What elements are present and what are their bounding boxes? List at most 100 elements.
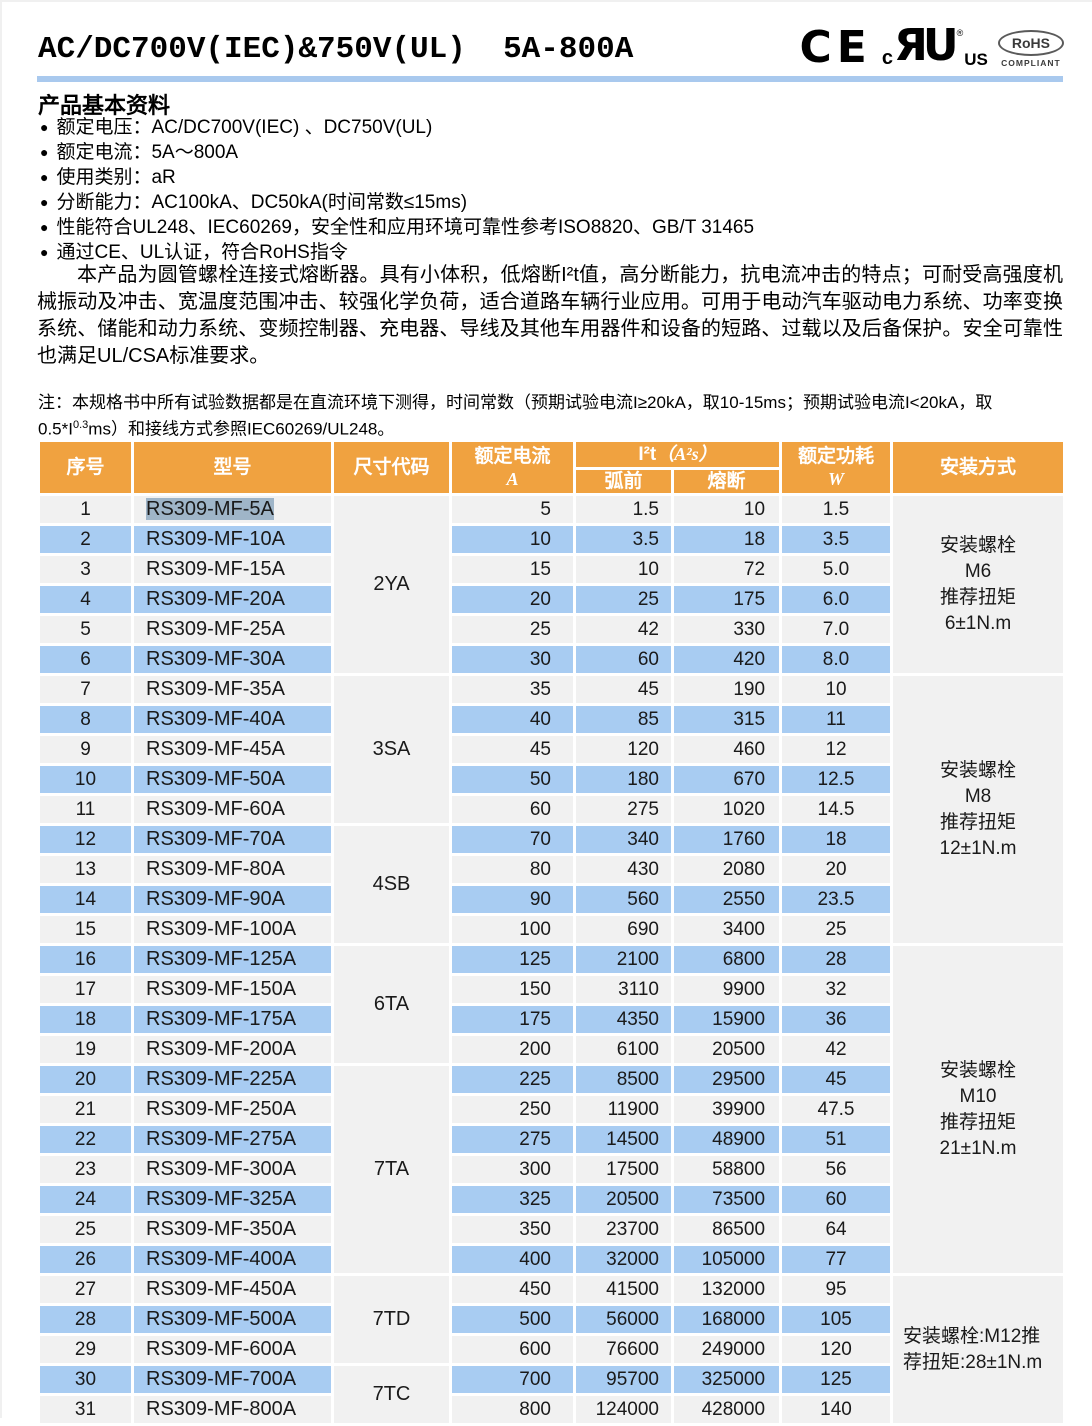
cell-model: RS309-MF-40A <box>131 703 334 736</box>
cell-prearc-i2t: 6100 <box>573 1033 674 1066</box>
cell-model: RS309-MF-200A <box>131 1033 334 1066</box>
cell-no: 22 <box>37 1123 134 1156</box>
cell-model: RS309-MF-15A <box>131 553 334 586</box>
cell-rated-current: 450 <box>449 1273 576 1306</box>
cell-size-code: 2YA <box>331 493 452 676</box>
cell-no: 26 <box>37 1243 134 1276</box>
cell-melt-i2t: 105000 <box>670 1243 783 1276</box>
table-row: 2 RS309-MF-10A 10 3.5 18 3.5 <box>37 523 1065 556</box>
cell-no: 25 <box>37 1213 134 1246</box>
cell-model: RS309-MF-175A <box>131 1003 334 1036</box>
table-row: 8 RS309-MF-40A 40 85 315 11 <box>37 703 1065 736</box>
cell-rated-current: 45 <box>449 733 576 766</box>
cell-no: 23 <box>37 1153 134 1186</box>
cell-prearc-i2t: 560 <box>573 883 674 916</box>
cell-no: 20 <box>37 1063 134 1096</box>
cell-size-code: 4SB <box>331 823 452 946</box>
rohs-compliant-label: COMPLIANT <box>1001 58 1061 68</box>
cell-no: 21 <box>37 1093 134 1126</box>
cell-rated-power: 42 <box>779 1033 894 1066</box>
cul-suffix: US <box>964 50 988 69</box>
table-row: 30 RS309-MF-700A 7TC 700 95700 325000 125 <box>37 1363 1065 1426</box>
cell-melt-i2t: 29500 <box>670 1063 783 1096</box>
cell-no: 12 <box>37 823 134 856</box>
cell-model: RS309-MF-125A <box>131 943 334 976</box>
cell-rated-current: 15 <box>449 553 576 586</box>
cell-melt-i2t: 420 <box>670 643 783 676</box>
table-row: 26 RS309-MF-400A 400 32000 105000 77 <box>37 1243 1065 1276</box>
cell-rated-power: 45 <box>779 1063 894 1096</box>
rohs-compliant-icon: RoHS COMPLIANT <box>997 30 1064 70</box>
note-superscript: 0.3 <box>72 419 89 431</box>
cell-rated-power: 1.5 <box>779 493 894 526</box>
cell-melt-i2t: 18 <box>670 523 783 556</box>
cell-no: 3 <box>37 553 134 586</box>
header-no: 序号 <box>37 439 134 496</box>
cell-melt-i2t: 168000 <box>670 1303 783 1336</box>
cell-melt-i2t: 20500 <box>670 1033 783 1066</box>
cell-no: 15 <box>37 913 134 946</box>
rohs-oval: RoHS <box>997 30 1064 56</box>
cell-rated-current: 150 <box>449 973 576 1006</box>
table-row: 22 RS309-MF-275A 275 14500 48900 51 <box>37 1123 1065 1156</box>
cell-rated-current: 60 <box>449 793 576 826</box>
cell-rated-current: 5 <box>449 493 576 526</box>
cell-mount: 安装螺栓 M8 推荐扭矩 12±1N.m <box>890 673 1067 946</box>
cell-size-code: 6TA <box>331 943 452 1066</box>
cell-rated-power: 28 <box>779 943 894 976</box>
header-melt: 熔断 <box>670 467 783 496</box>
table-row: 9 RS309-MF-45A 45 120 460 12 <box>37 733 1065 766</box>
header-rated-current-label: 额定电流 <box>474 445 551 467</box>
cell-prearc-i2t: 56000 <box>573 1303 674 1336</box>
header-rated-power: 额定功耗 W <box>779 439 894 496</box>
cell-rated-current: 20 <box>449 583 576 616</box>
table-row: 14 RS309-MF-90A 90 560 2550 23.5 <box>37 883 1065 916</box>
cell-model: RS309-MF-325A <box>131 1183 334 1216</box>
cell-prearc-i2t: 690 <box>573 913 674 946</box>
cell-rated-current: 175 <box>449 1003 576 1036</box>
cell-model: RS309-MF-250A <box>131 1093 334 1126</box>
cell-prearc-i2t: 4350 <box>573 1003 674 1036</box>
table-row: 3 RS309-MF-15A 15 10 72 5.0 <box>37 553 1065 586</box>
cell-rated-power: 18 <box>779 823 894 856</box>
cell-melt-i2t: 86500 <box>670 1213 783 1246</box>
cell-prearc-i2t: 1.5 <box>573 493 674 526</box>
table-row: 21 RS309-MF-250A 250 11900 39900 47.5 <box>37 1093 1065 1126</box>
page-title: AC/DC700V(IEC)&750V(UL) 5A-800A <box>38 32 634 67</box>
table-row: 16 RS309-MF-125A 6TA 125 2100 6800 28 安装螺栓 M10 推荐… <box>37 943 1067 1276</box>
cell-no: 27 <box>37 1273 134 1306</box>
note-line2-tail: ms）和接线方式参照IEC60269/UL248。 <box>88 419 395 439</box>
cell-prearc-i2t: 180 <box>573 763 674 796</box>
cell-prearc-i2t: 11900 <box>573 1093 674 1126</box>
bullet-icon: ● <box>40 244 49 260</box>
cell-prearc-i2t: 42 <box>573 613 674 646</box>
bullet-icon: ● <box>40 144 49 160</box>
cell-rated-power: 47.5 <box>779 1093 894 1126</box>
table-row: 17 RS309-MF-150A 150 3110 9900 32 <box>37 973 1065 1006</box>
cell-rated-current: 700 <box>449 1363 576 1396</box>
cell-model: RS309-MF-60A <box>131 793 334 826</box>
cell-rated-power: 23.5 <box>779 883 894 916</box>
spec-bullet: ● 使用类别：aR <box>40 167 176 188</box>
cell-model: RS309-MF-400A <box>131 1243 334 1276</box>
cell-rated-power: 36 <box>779 1003 894 1036</box>
cell-melt-i2t: 3400 <box>670 913 783 946</box>
cell-no: 28 <box>37 1303 134 1336</box>
text-selection-highlight: RS309-MF-5A <box>146 498 274 520</box>
cell-rated-power: 6.0 <box>779 583 894 616</box>
ul-glyph: ЯU <box>894 20 959 71</box>
cell-melt-i2t: 460 <box>670 733 783 766</box>
table-row: 15 RS309-MF-100A 100 690 3400 25 <box>37 913 1065 946</box>
cell-no: 9 <box>37 733 134 766</box>
cell-rated-current: 600 <box>449 1333 576 1366</box>
cell-no: 2 <box>37 523 134 556</box>
bullet-icon: ● <box>40 169 49 185</box>
cell-rated-current: 275 <box>449 1123 576 1156</box>
cell-rated-current: 100 <box>449 913 576 946</box>
table-row: 24 RS309-MF-325A 325 20500 73500 60 <box>37 1183 1065 1216</box>
cell-prearc-i2t: 17500 <box>573 1153 674 1186</box>
certification-logos: CE c ЯU ® US RoHS COMPLIANT <box>800 24 1064 70</box>
cell-melt-i2t: 249000 <box>670 1333 783 1366</box>
cell-rated-current: 200 <box>449 1033 576 1066</box>
